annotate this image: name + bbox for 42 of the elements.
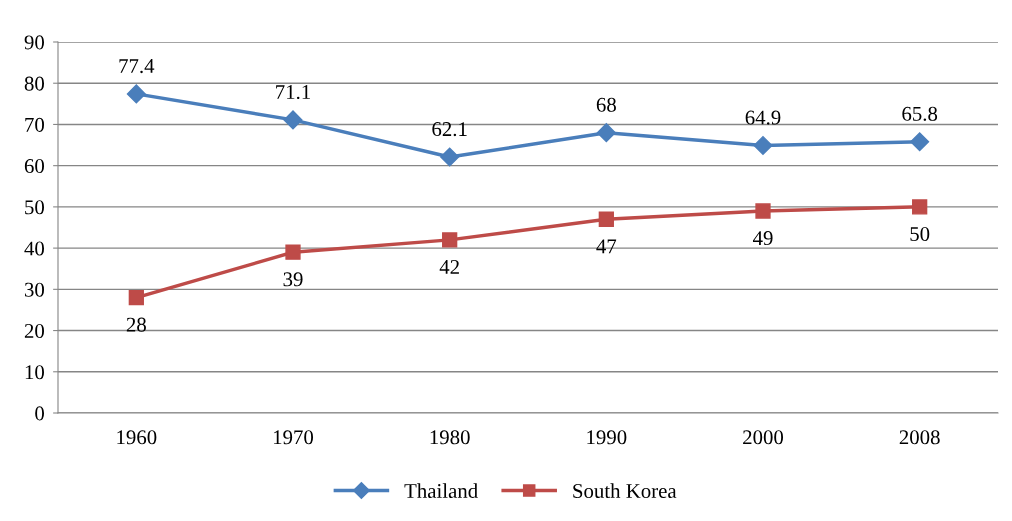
y-tick-label: 0 — [35, 406, 45, 421]
legend-label: South Korea — [573, 483, 677, 499]
y-tick-label: 10 — [25, 365, 45, 380]
point — [753, 135, 773, 156]
y-tick-label: 60 — [24, 159, 45, 174]
y-tick-label: 50 — [25, 200, 45, 215]
point — [440, 147, 460, 167]
data-label: 64.9 — [745, 110, 781, 125]
point — [910, 132, 930, 152]
data-label: 50 — [910, 226, 930, 241]
y-tick-label: 20 — [24, 323, 45, 338]
data-label: 68 — [596, 97, 616, 112]
point — [285, 244, 301, 260]
y-tick-label: 80 — [24, 76, 45, 91]
data-label: 39 — [283, 272, 303, 287]
point — [442, 232, 458, 248]
data-label: 42 — [439, 259, 459, 274]
point — [283, 110, 303, 130]
data-label: 71.1 — [276, 85, 310, 100]
point — [128, 289, 144, 306]
data-label: 77.4 — [119, 59, 155, 74]
point — [912, 199, 928, 215]
x-tick-label: 1960 — [117, 430, 157, 445]
legend-label: Thailand — [404, 483, 478, 499]
point — [598, 211, 614, 227]
point — [596, 123, 616, 143]
y-tick-label: 30 — [24, 282, 45, 297]
x-tick-label: 1970 — [274, 430, 314, 445]
x-tick-label: 1980 — [430, 430, 470, 445]
data-label: 47 — [596, 239, 617, 254]
x-tick-label: 1990 — [587, 430, 627, 445]
data-label: 28 — [126, 317, 146, 332]
data-label: 49 — [752, 231, 773, 246]
y-tick-label: 40 — [24, 241, 45, 256]
point — [755, 203, 771, 219]
x-tick-label: 2008 — [899, 430, 940, 445]
point — [126, 84, 146, 104]
data-label: 62.1 — [432, 122, 467, 137]
data-label: 65.8 — [902, 106, 938, 121]
y-tick-label: 70 — [25, 117, 45, 132]
y-tick-label: 90 — [24, 35, 45, 50]
x-tick-label: 2000 — [743, 430, 784, 445]
